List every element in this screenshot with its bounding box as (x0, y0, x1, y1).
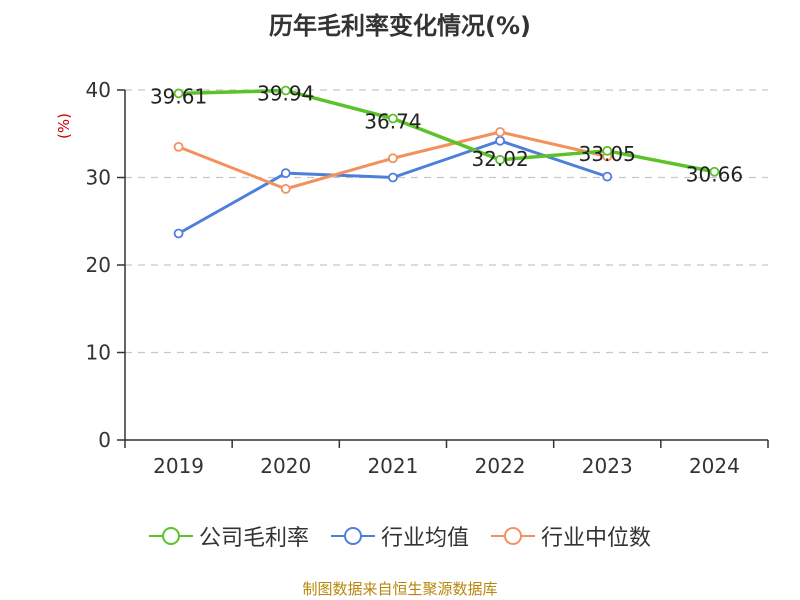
data-point-0 (495, 154, 505, 165)
data-point-0 (602, 145, 613, 156)
data-point-0 (280, 85, 291, 96)
y-tick-label: 0 (98, 428, 111, 452)
x-tick-label: 2021 (367, 454, 418, 478)
data-label: 39.94 (257, 82, 314, 106)
data-label: 33.05 (579, 142, 636, 166)
legend-marker-industry-mean (330, 527, 375, 545)
x-tick-label: 2020 (260, 454, 311, 478)
data-point-0 (173, 88, 184, 99)
data-point-1 (388, 172, 398, 183)
data-point-0 (388, 113, 398, 124)
data-point-1 (280, 168, 291, 179)
legend-item-company[interactable]: 公司毛利率 (148, 520, 309, 552)
legend: 公司毛利率 行业均值 行业中位数 (0, 520, 800, 552)
data-point-2 (173, 141, 184, 152)
y-tick-label: 30 (86, 166, 111, 190)
x-tick-label: 2022 (475, 454, 526, 478)
legend-marker-company (148, 527, 193, 545)
legend-label-company: 公司毛利率 (198, 526, 309, 551)
data-label: 39.61 (150, 84, 207, 108)
x-tick-label: 2019 (153, 454, 204, 478)
y-tick-label: 10 (86, 341, 111, 365)
data-point-2 (495, 127, 505, 137)
legend-marker-industry-median (491, 527, 535, 545)
x-tick-label: 2023 (582, 454, 633, 478)
data-point-1 (173, 228, 184, 239)
legend-label-industry-mean: 行业均值 (380, 526, 469, 551)
data-point-1 (602, 171, 613, 182)
y-axis-label: (%) (55, 113, 73, 139)
series-line-0 (178, 88, 715, 174)
data-point-2 (388, 153, 398, 164)
data-point-1 (495, 135, 505, 146)
chart-title: 历年毛利率变化情况(%) (269, 12, 531, 40)
data-label: 32.02 (471, 147, 528, 171)
legend-item-industry-median[interactable]: 行业中位数 (491, 520, 651, 552)
legend-label-industry-median: 行业中位数 (541, 526, 652, 551)
y-tick-label: 40 (86, 78, 111, 102)
y-tick-label: 20 (86, 253, 111, 277)
data-label: 30.66 (686, 163, 743, 187)
data-source-note: 制图数据来自恒生聚源数据库 (302, 580, 498, 598)
data-point-2 (280, 183, 291, 194)
data-point-0 (709, 166, 720, 177)
x-tick-label: 2024 (689, 454, 740, 478)
legend-item-industry-mean[interactable]: 行业均值 (330, 520, 469, 552)
data-label: 36.74 (364, 110, 421, 134)
